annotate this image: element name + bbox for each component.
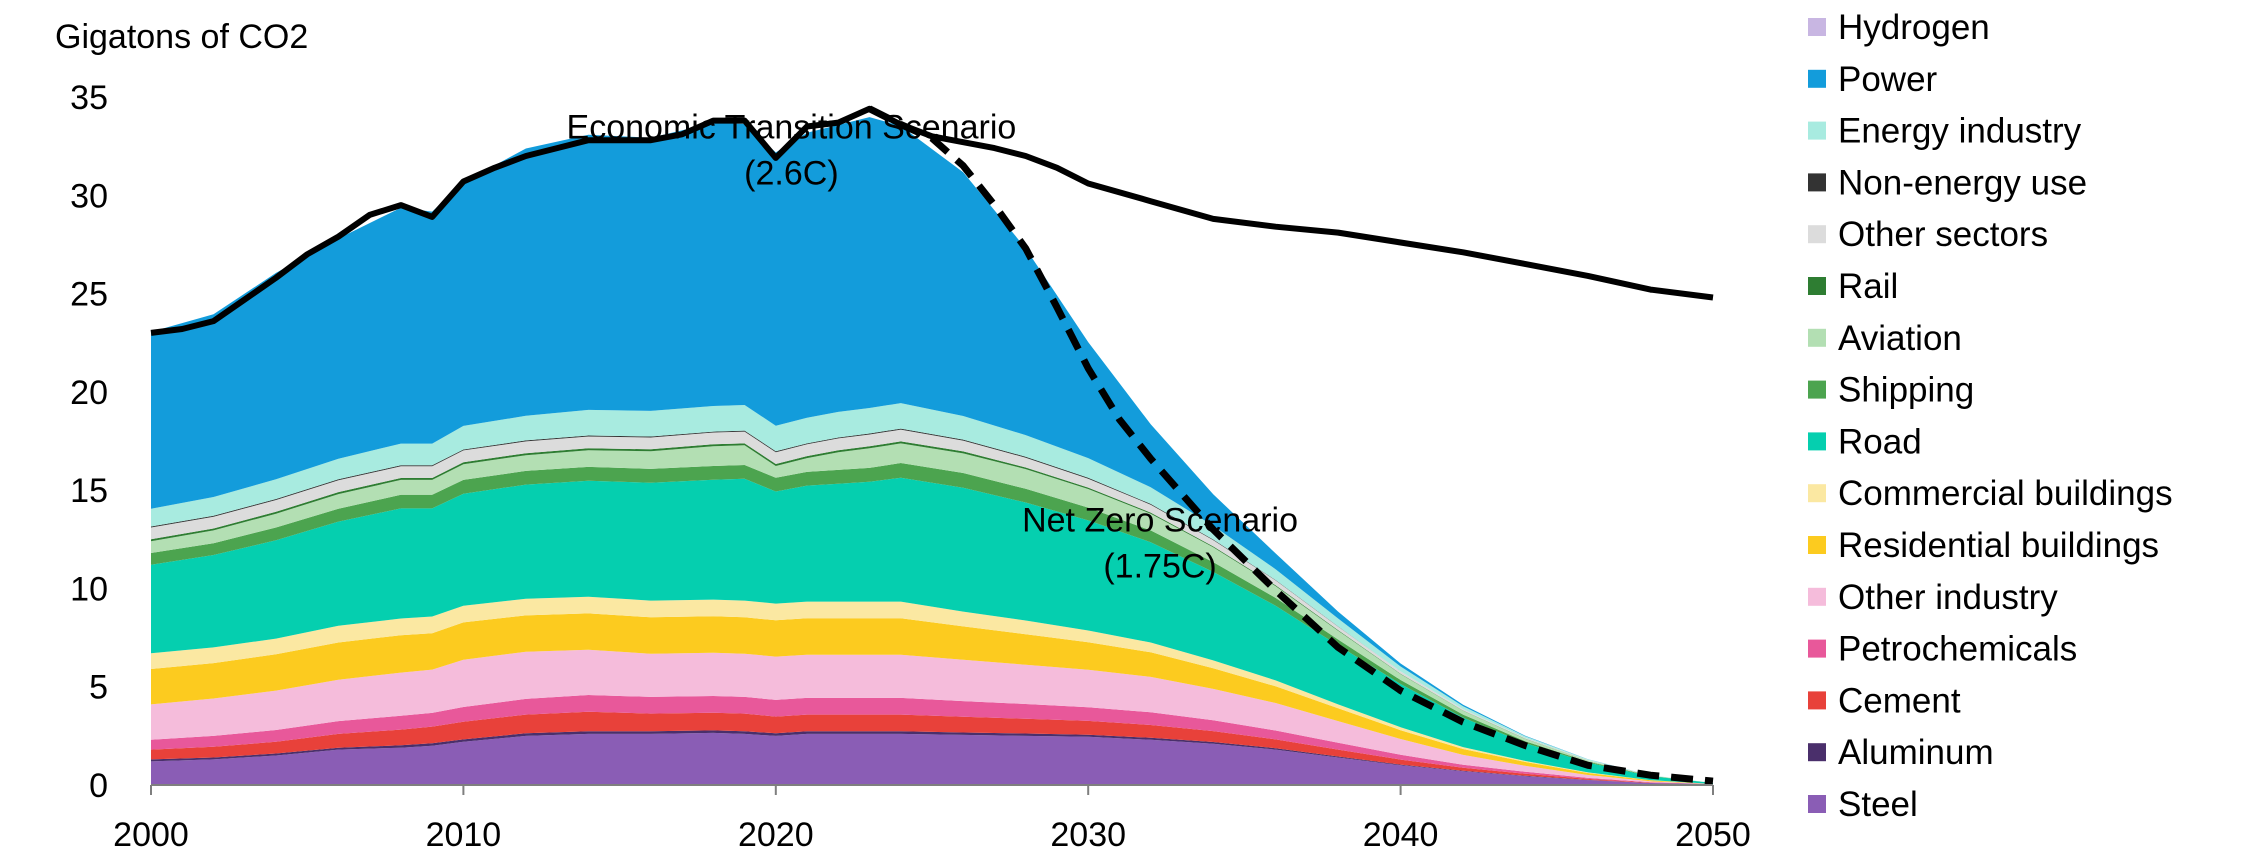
x-tick-label: 2030 (1050, 816, 1126, 854)
legend-item-aluminum: Aluminum (1808, 733, 1994, 772)
legend-swatch (1808, 328, 1826, 347)
legend-swatch (1808, 743, 1826, 762)
legend-swatch (1808, 484, 1826, 503)
legend-label: Commercial buildings (1838, 474, 2173, 513)
y-tick-label: 30 (70, 177, 108, 215)
legend-label: Non-energy use (1838, 163, 2087, 202)
legend-item-energy-industry: Energy industry (1808, 112, 2082, 151)
y-tick-label: 25 (70, 276, 108, 314)
legend-item-rail: Rail (1808, 267, 1898, 306)
legend-label: Shipping (1838, 371, 1974, 410)
scenario-annotation-line: Net Zero Scenario (1022, 501, 1298, 539)
legend-swatch (1808, 18, 1826, 36)
y-tick-label: 15 (70, 472, 108, 510)
scenario-annotation-line: (1.75C) (1103, 547, 1216, 585)
legend-label: Road (1838, 422, 1922, 461)
legend-label: Power (1838, 60, 1938, 99)
y-tick-label: 20 (70, 374, 108, 412)
legend-swatch (1808, 121, 1826, 140)
legend-swatch (1808, 380, 1826, 399)
legend-item-residential-buildings: Residential buildings (1808, 526, 2159, 565)
x-tick-label: 2020 (738, 816, 814, 854)
legend-label: Cement (1838, 681, 1961, 720)
legend-item-petrochemicals: Petrochemicals (1808, 630, 2077, 669)
legend: Hydrogen Power Energy industry Non-energy u… (1808, 8, 2173, 824)
line-economic-transition-scenario (150, 105, 1714, 336)
area-steel (151, 732, 1713, 785)
legend-label: Other sectors (1838, 215, 2048, 254)
legend-label: Aviation (1838, 319, 1962, 358)
line-net-zero-scenario (867, 105, 1714, 785)
y-axis-label: Gigatons of CO2 (55, 18, 308, 56)
legend-label: Steel (1838, 785, 1918, 824)
legend-item-commercial-buildings: Commercial buildings (1808, 474, 2173, 513)
area-road (151, 477, 1713, 784)
legend-label: Residential buildings (1838, 526, 2159, 565)
legend-swatch (1808, 795, 1826, 813)
legend-label: Aluminum (1838, 733, 1994, 772)
legend-item-power: Power (1808, 60, 1938, 99)
legend-item-shipping: Shipping (1808, 371, 1974, 410)
legend-item-road: Road (1808, 422, 1922, 461)
annotations-group: Economic Transition Scenario (2.6C) Net Ze… (567, 108, 1298, 585)
legend-item-non-energy-use: Non-energy use (1808, 163, 2087, 202)
legend-label: Petrochemicals (1838, 630, 2077, 669)
x-tick-label: 2000 (113, 816, 189, 854)
legend-item-cement: Cement (1808, 681, 1961, 720)
area-residential-buildings (151, 613, 1713, 784)
legend-swatch (1808, 691, 1826, 710)
y-tick-label: 0 (89, 767, 108, 805)
legend-label: Rail (1838, 267, 1898, 306)
axes-group: 2000 2010 2020 2030 2040 2050 0 5 10 15 20 25 30 35 (70, 79, 1751, 854)
legend-label: Other industry (1838, 578, 2058, 617)
legend-label: Energy industry (1838, 112, 2082, 151)
legend-item-other-sectors: Other sectors (1808, 215, 2048, 254)
legend-swatch (1808, 225, 1826, 244)
y-tick-label: 35 (70, 79, 108, 117)
area-petrochemicals (151, 695, 1713, 784)
x-tick-label: 2050 (1675, 816, 1751, 854)
area-series-group (151, 117, 1713, 785)
legend-item-steel: Steel (1808, 785, 1918, 824)
scenario-annotation: Net Zero Scenario (1.75C) (1022, 501, 1298, 585)
legend-swatch (1808, 432, 1826, 451)
legend-swatch (1808, 173, 1826, 192)
legend-swatch (1808, 277, 1826, 295)
legend-swatch (1808, 639, 1826, 658)
legend-swatch (1808, 587, 1826, 606)
scenario-annotation-line: Economic Transition Scenario (567, 108, 1017, 146)
y-tick-label: 5 (89, 669, 108, 707)
legend-swatch (1808, 536, 1826, 554)
y-tick-label: 10 (70, 570, 108, 608)
legend-label: Hydrogen (1838, 8, 1990, 47)
area-cement (151, 711, 1713, 784)
x-tick-label: 2010 (426, 816, 502, 854)
legend-item-other-industry: Other industry (1808, 578, 2058, 617)
legend-item-hydrogen: Hydrogen (1808, 8, 1990, 47)
scenario-annotation: Economic Transition Scenario (2.6C) (567, 108, 1017, 192)
area-other-industry (151, 649, 1713, 784)
scenario-lines-group (150, 105, 1714, 785)
scenario-annotation-line: (2.6C) (744, 154, 838, 192)
area-power (151, 117, 1713, 784)
legend-item-aviation: Aviation (1808, 319, 1962, 358)
x-tick-label: 2040 (1363, 816, 1439, 854)
legend-swatch (1808, 69, 1826, 88)
